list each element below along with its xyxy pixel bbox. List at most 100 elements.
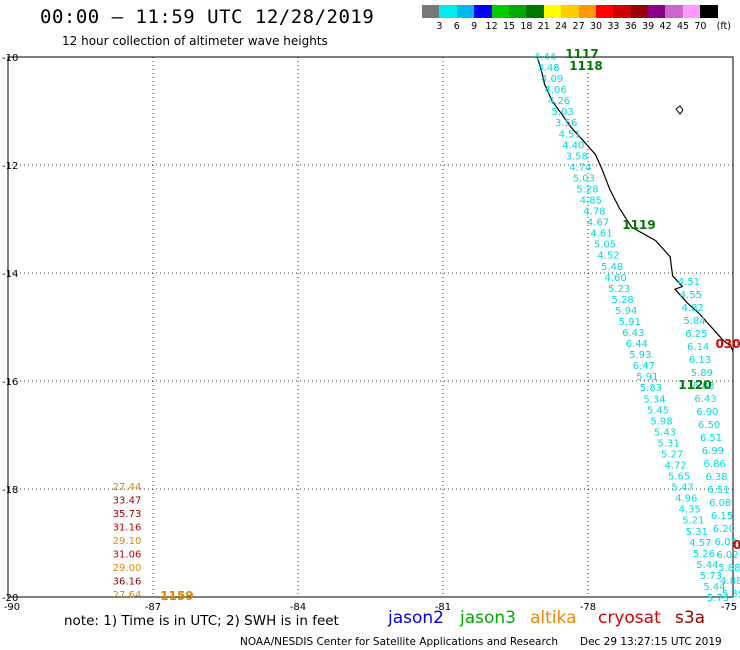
track-value: 6.43 xyxy=(694,394,716,405)
track-value: 5.91 xyxy=(636,372,658,383)
pass-time-label: 1118 xyxy=(569,59,602,73)
color-swatch xyxy=(422,5,440,18)
track-value: 5.48 xyxy=(601,262,623,273)
track-value: 33.47 xyxy=(113,496,142,507)
pass-time-label: 1120 xyxy=(678,378,711,392)
y-tick-label: -16 xyxy=(2,377,18,388)
track-value: 5.34 xyxy=(643,394,665,405)
color-swatch xyxy=(613,5,631,18)
track-value: 4.85 xyxy=(580,196,602,207)
track-value: 6.02 xyxy=(716,550,738,561)
track-value: 6.51 xyxy=(707,485,729,496)
track-value: 5.26 xyxy=(693,549,715,560)
track-value: 27.44 xyxy=(113,482,142,493)
track-value: 5.27 xyxy=(661,449,683,460)
pass-time-label: 1119 xyxy=(622,218,655,232)
legend-item-cryosat: cryosat xyxy=(598,608,661,628)
track-value: 4.06 xyxy=(544,85,566,96)
track-value: 6.15 xyxy=(711,511,733,522)
pass-time-label: 030 xyxy=(715,337,740,351)
track-value: 4.44 xyxy=(534,52,556,63)
track-value: 4.74 xyxy=(569,162,591,173)
track-value: 4.72 xyxy=(664,461,686,472)
track-value: 31.16 xyxy=(113,523,142,534)
track-value: 4.26 xyxy=(548,96,570,107)
track-value: 4.55 xyxy=(680,290,702,301)
track-value: 3.56 xyxy=(555,118,577,129)
credit-text: NOAA/NESDIS Center for Satellite Applica… xyxy=(240,636,558,648)
legend-item-altika: altika xyxy=(530,608,577,628)
track-value: 5.05 xyxy=(594,240,616,251)
color-swatch xyxy=(439,5,457,18)
track-value: 5.73 xyxy=(700,571,722,582)
color-scale-label: 70 xyxy=(694,21,707,32)
track-value: 6.20 xyxy=(713,524,735,535)
color-scale-bar xyxy=(422,5,718,18)
track-value: 6.38 xyxy=(705,472,727,483)
track-value: 27.64 xyxy=(113,590,142,601)
color-swatch xyxy=(682,5,701,18)
track-value: 6.03 xyxy=(715,537,737,548)
track-value: 6.25 xyxy=(685,329,707,340)
coastline xyxy=(536,56,734,352)
track-value: 4.88 xyxy=(720,576,740,587)
color-swatch xyxy=(595,5,614,18)
track-value: 4.09 xyxy=(541,74,563,85)
track-value: 5.91 xyxy=(619,317,641,328)
color-scale-label: 27 xyxy=(572,21,585,32)
color-scale-label: 24 xyxy=(555,21,568,32)
x-tick-label: -84 xyxy=(290,602,306,613)
y-tick-label: -12 xyxy=(2,161,18,172)
legend-item-s3a: s3a xyxy=(675,608,706,628)
track-value: 6.47 xyxy=(633,361,655,372)
track-value: 4.52 xyxy=(597,251,619,262)
track-value: 5.83 xyxy=(640,383,662,394)
x-tick-label: -75 xyxy=(721,602,737,613)
track-value: 5.43 xyxy=(654,427,676,438)
color-swatch xyxy=(526,5,544,18)
track-value: 5.35 xyxy=(722,589,740,600)
track-value: 35.73 xyxy=(113,509,142,520)
legend-item-jason2: jason2 xyxy=(388,608,444,628)
color-swatch xyxy=(474,5,492,18)
track-value: 6.50 xyxy=(698,420,720,431)
track-value: 4.40 xyxy=(562,140,584,151)
track-value: 4.67 xyxy=(587,218,609,229)
track-value: 6.51 xyxy=(700,433,722,444)
color-scale-labels: 3 6 9 12 15 18 21 24 27 30 33 36 39 42 45 70 (ft) xyxy=(422,21,740,35)
legend-item-jason3: jason3 xyxy=(460,608,516,628)
x-tick-label: -81 xyxy=(435,602,451,613)
x-tick-label: -78 xyxy=(580,602,596,613)
color-swatch xyxy=(561,5,579,18)
y-tick-label: -20 xyxy=(2,593,18,604)
track-value: 5.23 xyxy=(608,284,630,295)
timestamp-text: Dec 29 13:27:15 UTC 2019 xyxy=(580,636,722,648)
color-swatch xyxy=(508,5,527,18)
page-subtitle: 12 hour collection of altimeter wave hei… xyxy=(62,34,328,48)
track-value: 6.14 xyxy=(687,342,709,353)
pass-time-label: 0 xyxy=(733,538,740,552)
pass-time-label: 1159 xyxy=(160,589,193,603)
color-scale-label: 18 xyxy=(520,21,533,32)
track-value: 4.82 xyxy=(682,303,704,314)
y-tick-label: -18 xyxy=(2,485,18,496)
track-value: 4.60 xyxy=(604,273,626,284)
track-value: 6.90 xyxy=(696,407,718,418)
track-value: 4.78 xyxy=(583,207,605,218)
map-frame xyxy=(7,56,734,598)
track-value: 4.35 xyxy=(679,505,701,516)
track-value: 5.28 xyxy=(576,184,598,195)
track-value: 5.03 xyxy=(573,173,595,184)
page-title: 00:00 — 11:59 UTC 12/28/2019 xyxy=(40,6,375,28)
color-scale-label: 21 xyxy=(537,21,550,32)
color-swatch xyxy=(648,5,666,18)
track-value: 3.58 xyxy=(566,151,588,162)
color-scale-label: 39 xyxy=(642,21,655,32)
track-value: 5.94 xyxy=(615,306,637,317)
track-value: 6.44 xyxy=(626,339,648,350)
pass-time-label: 1117 xyxy=(565,47,598,61)
track-value: 5.44 xyxy=(703,582,725,593)
track-value: 29.10 xyxy=(113,536,142,547)
color-scale-label: 9 xyxy=(471,21,478,32)
